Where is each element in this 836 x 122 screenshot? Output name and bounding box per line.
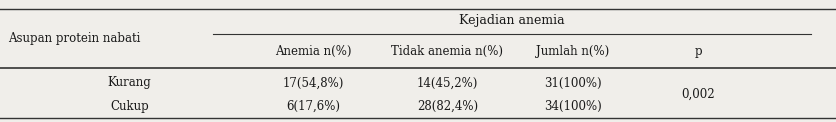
Text: 31(100%): 31(100%)	[544, 76, 601, 89]
Text: 28(82,4%): 28(82,4%)	[416, 100, 478, 113]
Text: 6(17,6%): 6(17,6%)	[287, 100, 340, 113]
Text: 17(54,8%): 17(54,8%)	[283, 76, 344, 89]
Text: 34(100%): 34(100%)	[543, 100, 602, 113]
Text: Jumlah n(%): Jumlah n(%)	[536, 45, 609, 58]
Text: 14(45,2%): 14(45,2%)	[416, 76, 478, 89]
Text: Anemia n(%): Anemia n(%)	[275, 45, 352, 58]
Text: p: p	[694, 45, 702, 58]
Text: Kurang: Kurang	[108, 76, 151, 89]
Text: Cukup: Cukup	[110, 100, 149, 113]
Text: 0,002: 0,002	[681, 88, 715, 101]
Text: Kejadian anemia: Kejadian anemia	[459, 14, 565, 27]
Text: Tidak anemia n(%): Tidak anemia n(%)	[391, 45, 503, 58]
Text: Asupan protein nabati: Asupan protein nabati	[8, 32, 140, 45]
